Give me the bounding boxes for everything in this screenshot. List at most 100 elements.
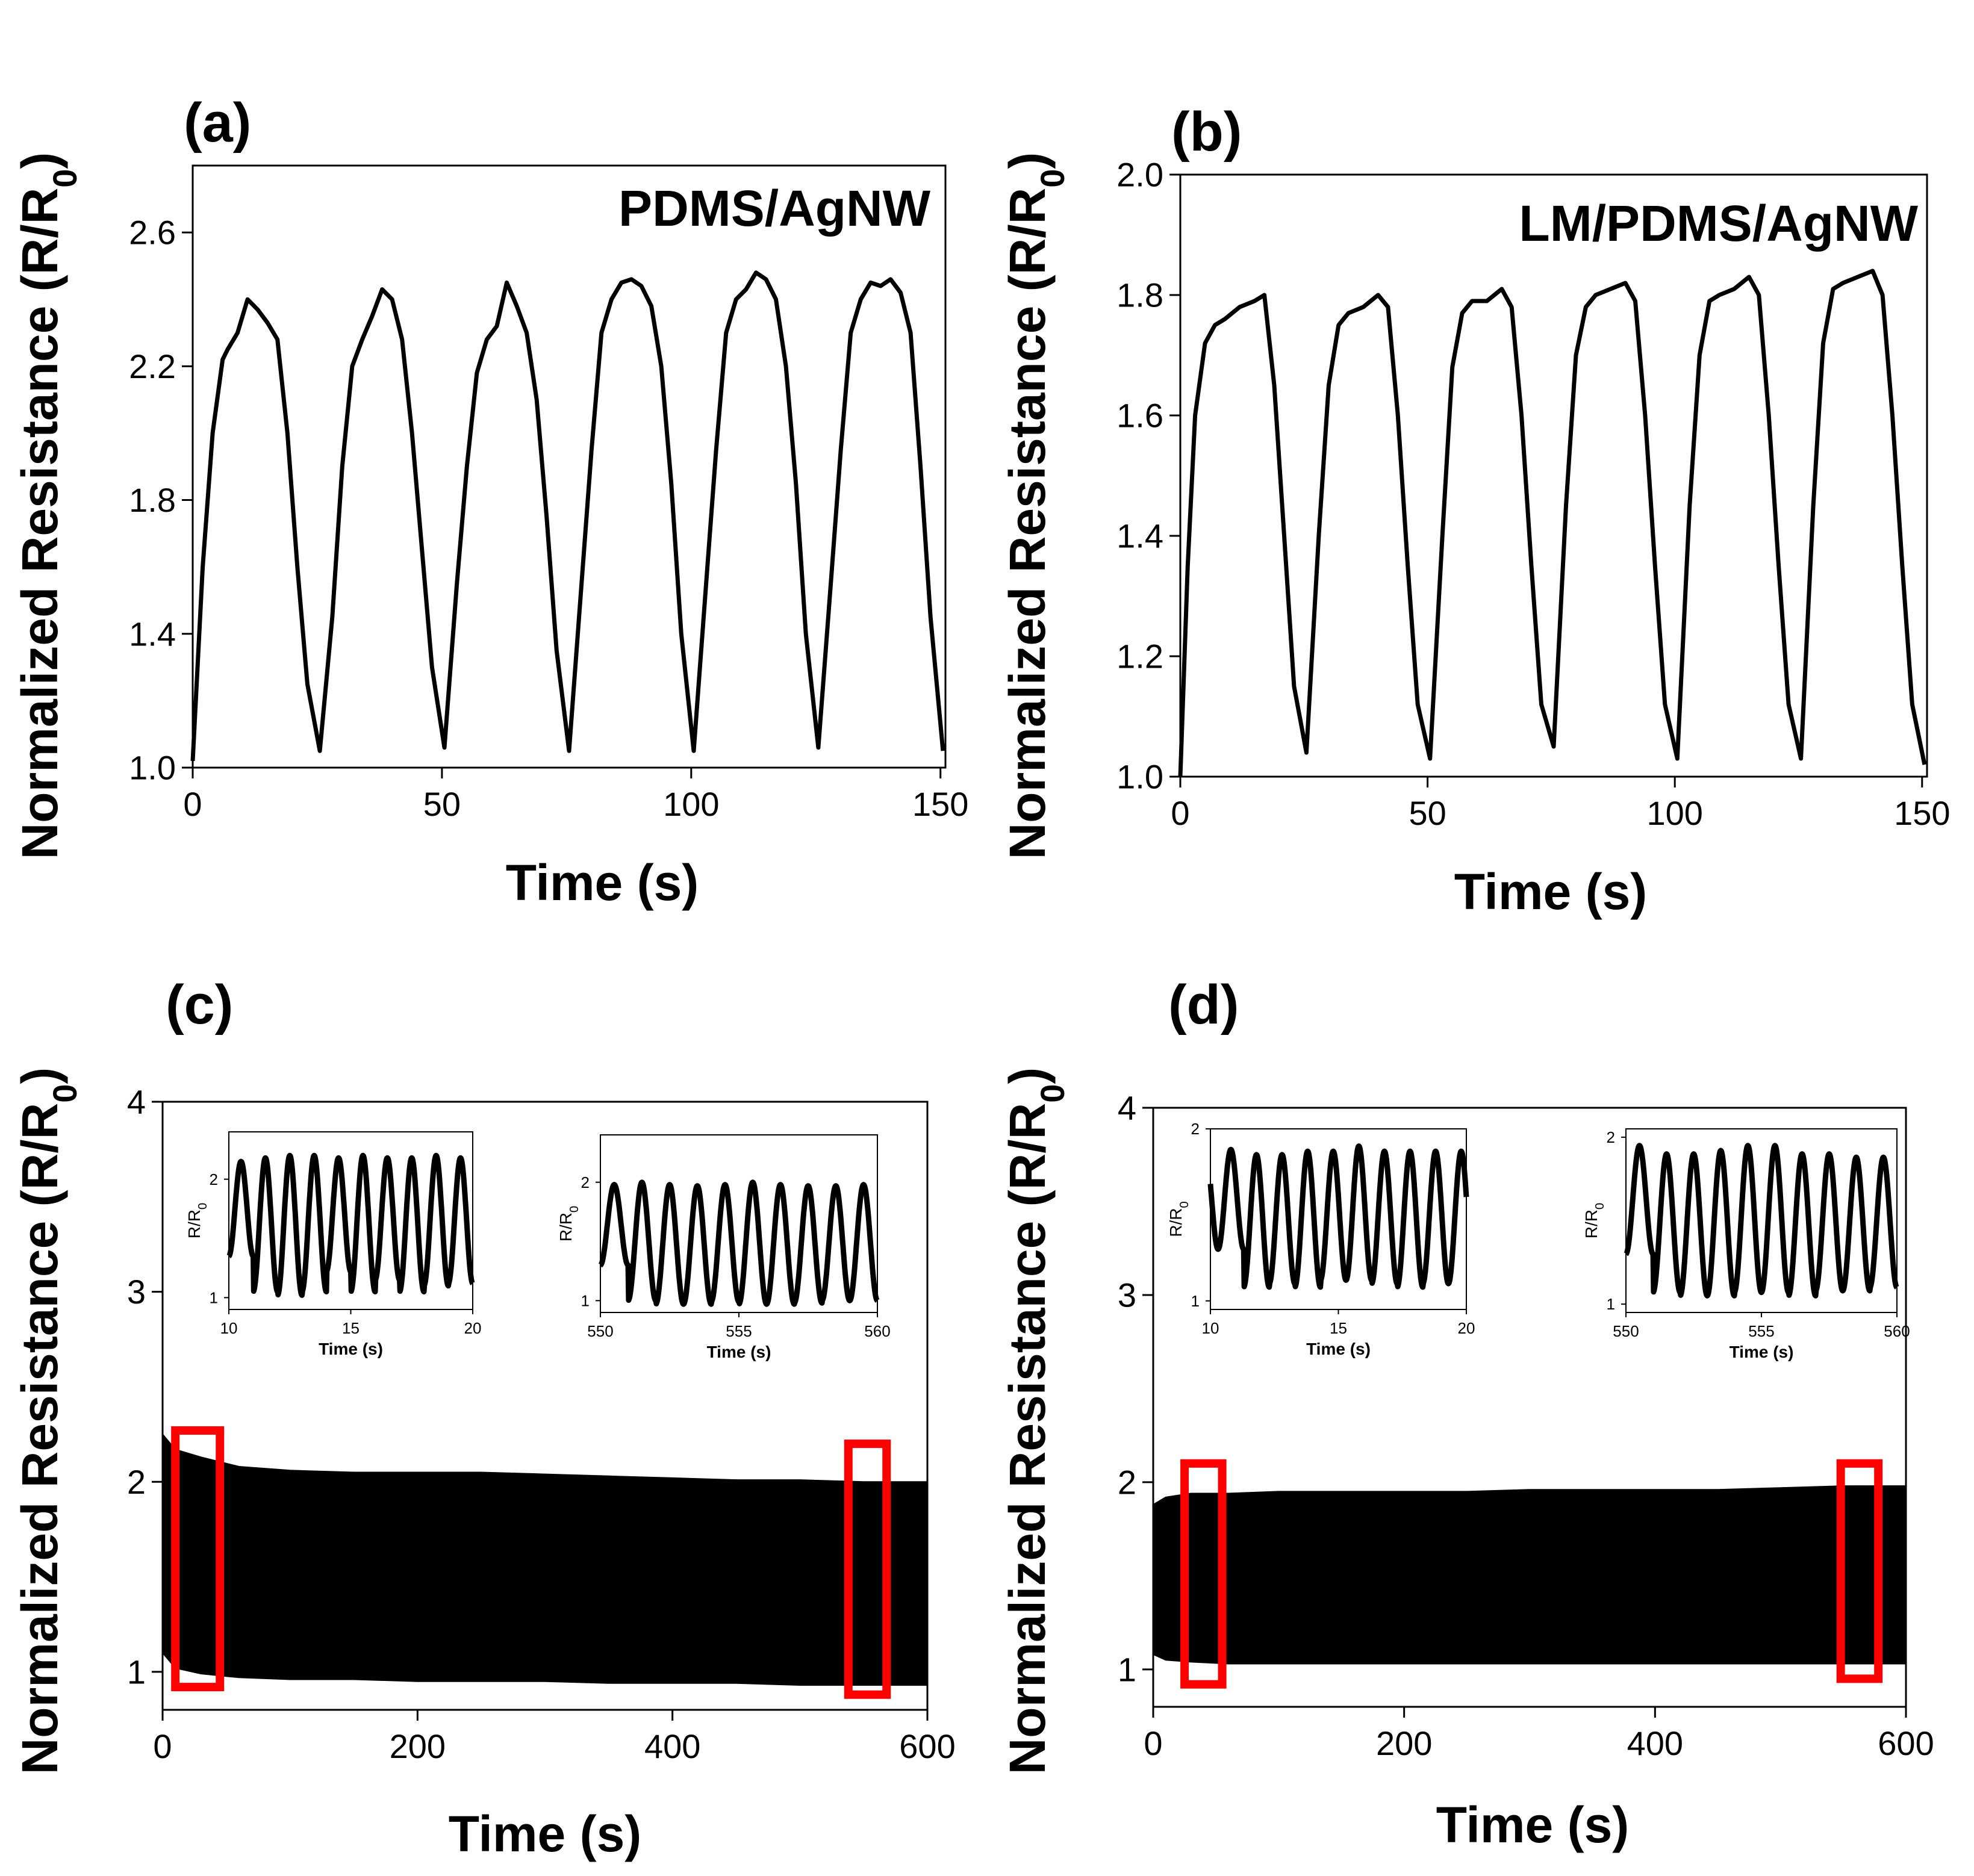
panel-a-letter: (a) (184, 92, 251, 154)
panel-d-inset-2-x-tick-label: 550 (1613, 1322, 1639, 1340)
panel-d-y-tick-label: 1 (1118, 1650, 1136, 1688)
panel-d-x-tick-label: 600 (1878, 1724, 1934, 1762)
panel-d-y-axis-title: Normalized Resistance (R/R0) (999, 1067, 1071, 1775)
panel-a-y-tick-label: 1.0 (129, 749, 176, 787)
panel-c-x-tick-label: 0 (153, 1727, 172, 1765)
panel-a-x-tick-label: 100 (663, 785, 719, 823)
panel-b-y-tick-label: 1.6 (1116, 397, 1163, 435)
panel-d-inset-1: 10 15 20 1 2 Time (s) R/R0 (1166, 1120, 1475, 1358)
panel-c-y-tick-label: 3 (127, 1273, 146, 1311)
panel-d-x-tick-label: 200 (1376, 1724, 1432, 1762)
panel-b-x-tick-label: 50 (1409, 794, 1446, 832)
panel-c-inset-2: 550 555 560 1 2 Time (s) R/R0 (556, 1134, 891, 1361)
panel-c-highlight-box-1 (171, 1426, 225, 1692)
panel-c-plot: 0 200 400 600 1 2 3 4 10 15 20 1 2 Time (s) R/R0 550 555… (127, 1083, 956, 1765)
panel-a-x-tick-label: 0 (183, 785, 202, 823)
panel-c-inset-1-y-axis-title: R/R0 (185, 1203, 210, 1238)
panel-a: (a) PDMS/AgNW Time (s) Normalized Resist… (11, 92, 931, 911)
panel-d-inset-1-x-tick-label: 15 (1330, 1319, 1347, 1337)
panel-c-inset-2-x-tick-label: 550 (587, 1322, 613, 1340)
panel-b-series-line (1178, 269, 1927, 777)
panel-d-inset-1-y-tick-label: 1 (1191, 1292, 1200, 1310)
panel-d: (d) Time (s) Normalized Resistance (R/R0… (999, 974, 1629, 1853)
panel-a-series-line (190, 270, 945, 762)
panel-d-x-axis-title: Time (s) (1436, 1797, 1630, 1853)
panel-c-inset-1: 10 15 20 1 2 Time (s) R/R0 (185, 1131, 482, 1358)
panel-c-inset-2-waveform (598, 1179, 880, 1307)
panel-d-y-tick-label: 4 (1118, 1089, 1136, 1127)
panel-a-sample-label: PDMS/AgNW (618, 180, 931, 237)
panel-c-inset-2-background (600, 1135, 877, 1312)
panel-c-x-tick-label: 200 (390, 1727, 446, 1765)
panel-d-inset-1-x-tick-label: 10 (1202, 1319, 1219, 1337)
panel-c-plot-frame (161, 1101, 929, 1711)
panel-b-y-tick-label: 1.2 (1116, 638, 1163, 676)
panel-d-inset-2-waveform (1624, 1143, 1899, 1299)
panel-d-inset-2-x-axis-title: Time (s) (1730, 1343, 1794, 1361)
panel-d-y-tick-label: 2 (1118, 1463, 1136, 1501)
panel-b-y-tick-label: 1.4 (1116, 517, 1163, 555)
panel-a-y-tick-label: 1.8 (129, 481, 176, 519)
panel-a-y-tick-label: 1.4 (129, 615, 176, 653)
panel-d-letter: (d) (1168, 974, 1239, 1036)
panel-c-inset-1-x-axis-title: Time (s) (319, 1340, 383, 1358)
panel-a-y-tick-label: 2.2 (129, 347, 176, 385)
panel-c-inset-1-x-tick-label: 20 (464, 1319, 482, 1337)
panel-c-inset-2-y-tick-label: 2 (581, 1173, 590, 1191)
panel-b-sample-label: LM/PDMS/AgNW (1519, 195, 1918, 252)
panel-b-y-tick-label: 1.8 (1116, 276, 1163, 314)
panel-d-inset-1-x-tick-label: 20 (1458, 1319, 1475, 1337)
panel-d-highlight-box-2 (1836, 1459, 1883, 1683)
panel-b-letter: (b) (1171, 101, 1242, 163)
panel-b-y-tick-label: 2.0 (1116, 156, 1163, 194)
panel-d-inset-1-x-axis-title: Time (s) (1306, 1340, 1371, 1358)
panel-d-plot-frame (1152, 1107, 1907, 1708)
panel-b-y-axis-title: Normalized Resistance (R/R0) (999, 152, 1071, 860)
panel-c-highlight-box-2 (844, 1440, 891, 1699)
panel-c-oscillation-band (162, 1432, 928, 1686)
panel-c-x-axis-title: Time (s) (449, 1806, 642, 1862)
panel-b: (b) LM/PDMS/AgNW Time (s) Normalized Res… (999, 101, 1919, 920)
panel-b-x-axis-title: Time (s) (1454, 863, 1648, 920)
panel-b-x-tick-label: 150 (1894, 794, 1950, 832)
panel-c-y-tick-label: 4 (127, 1083, 146, 1121)
panel-a-x-axis-title: Time (s) (506, 854, 699, 911)
panel-d-inset-1-y-tick-label: 2 (1191, 1120, 1200, 1138)
panel-c-inset-2-x-axis-title: Time (s) (707, 1343, 771, 1361)
panel-c-y-tick-label: 2 (127, 1463, 146, 1501)
panel-c-letter: (c) (166, 974, 233, 1036)
panel-d-y-tick-label: 3 (1118, 1276, 1136, 1314)
panel-d-inset-2: 550 555 560 1 2 Time (s) R/R0 (1582, 1128, 1910, 1361)
panel-d-inset-2-y-tick-label: 2 (1607, 1128, 1615, 1146)
panel-d-inset-1-waveform (1207, 1143, 1469, 1290)
panel-b-x-tick-label: 100 (1646, 794, 1702, 832)
panel-d-oscillation-band (1153, 1485, 1907, 1665)
panel-a-x-tick-label: 50 (423, 785, 461, 823)
panel-c-inset-2-x-tick-label: 555 (726, 1322, 752, 1340)
panel-d-highlight-box-1 (1180, 1459, 1227, 1689)
panel-c-inset-2-y-tick-label: 1 (581, 1291, 590, 1309)
panel-c-y-axis-title: Normalized Resistance (R/R0) (11, 1067, 84, 1775)
panel-c-x-tick-label: 400 (644, 1727, 700, 1765)
panel-a-x-tick-label: 150 (912, 785, 968, 823)
panel-c: (c) Time (s) Normalized Resistance (R/R0… (11, 974, 641, 1862)
panel-a-y-tick-label: 2.6 (129, 214, 176, 252)
panel-d-inset-2-y-axis-title: R/R0 (1582, 1203, 1607, 1238)
panel-b-plot-frame (1179, 173, 1928, 778)
panel-a-plot: 0 50 100 150 1.0 1.4 1.8 2.2 2.6 (129, 164, 968, 823)
panel-d-inset-2-y-tick-label: 1 (1607, 1295, 1615, 1313)
panel-c-inset-1-waveform (226, 1152, 475, 1298)
panel-c-inset-1-x-tick-label: 15 (342, 1319, 360, 1337)
panel-d-inset-1-y-axis-title: R/R0 (1166, 1201, 1191, 1237)
panel-c-inset-1-x-tick-label: 10 (220, 1319, 238, 1337)
panel-c-x-tick-label: 600 (899, 1727, 955, 1765)
panel-a-y-axis-title: Normalized Resistance (R/R0) (11, 152, 84, 860)
panel-c-y-tick-label: 1 (127, 1653, 146, 1691)
panel-c-inset-2-y-axis-title: R/R0 (556, 1206, 581, 1241)
panel-d-x-tick-label: 400 (1627, 1724, 1683, 1762)
panel-c-inset-1-y-tick-label: 1 (210, 1288, 218, 1306)
panel-c-inset-1-y-tick-label: 2 (210, 1170, 218, 1188)
panel-b-plot: 0 50 100 150 1.0 1.2 1.4 1.6 1.8 2.0 (1116, 156, 1950, 832)
